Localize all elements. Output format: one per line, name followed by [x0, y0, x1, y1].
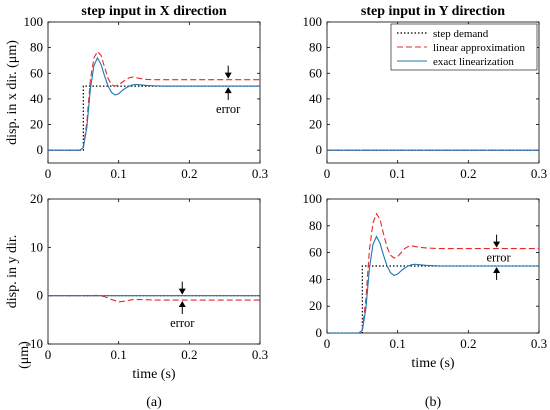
x-tick-label: 0.3	[531, 166, 547, 181]
x-tick-label: 0.1	[390, 336, 406, 351]
error-arrow-down-head	[224, 72, 232, 79]
panel-a-top: 0 0.1 0.2 0.3 0 20 40 60 80 100 step input in X di…	[5, 4, 268, 181]
y-tick-label: 100	[303, 14, 323, 29]
y-tick-label: 60	[30, 65, 43, 80]
x-tick-label: 0	[45, 347, 52, 362]
panel-b-bottom: 0 0.1 0.2 0.3 0 20 40 60 80 100 time (s) error	[303, 191, 548, 371]
y-tick-label: 20	[30, 191, 43, 206]
x-tick-label: 0	[324, 166, 331, 181]
plot-area-a-bottom	[47, 198, 261, 345]
legend-entry: exact linearization	[433, 56, 514, 68]
error-annotation: error	[170, 281, 195, 330]
series-line-exact-linearization	[48, 56, 260, 151]
x-tick-label: 0.1	[111, 347, 127, 362]
x-tick-label: 0.3	[531, 336, 547, 351]
x-tick-label: 0.2	[181, 166, 197, 181]
x-tick-label: 0.3	[252, 166, 268, 181]
legend-entry: linear approximation	[433, 42, 525, 54]
series-line-linear-approximation	[327, 212, 539, 333]
y-tick-label: 40	[309, 271, 322, 286]
subfigure-label-b: (b)	[425, 395, 442, 410]
chart-title: step input in X direction	[81, 4, 226, 19]
error-arrow-up-head	[493, 267, 501, 273]
error-annotation: error	[486, 234, 512, 280]
y-tick-label: 0	[316, 325, 323, 340]
y-tick-label: 60	[309, 65, 322, 80]
y-tick-label: 20	[30, 117, 43, 132]
y-tick-label: 0	[37, 142, 44, 157]
y-tick-label: 40	[30, 91, 43, 106]
error-arrow-down-head	[178, 288, 186, 295]
panel-b-top: 0 0.1 0.2 0.3 0 20 40 60 80 100 step input in Y di…	[303, 4, 548, 181]
legend: step demand linear approximation exact lin…	[390, 23, 538, 71]
y-tick-label: 100	[24, 14, 44, 29]
error-label: error	[486, 250, 511, 264]
error-label: error	[216, 102, 241, 116]
x-tick-label: 0.3	[252, 347, 268, 362]
series-line-linear-approximation	[48, 50, 260, 151]
x-tick-label: 0.2	[460, 336, 476, 351]
y-tick-label: 0	[37, 288, 44, 303]
x-tick-label: 0	[45, 166, 52, 181]
x-axis-label: time (s)	[132, 367, 175, 382]
y-tick-label: 60	[309, 245, 322, 260]
y-axis-label: disp. in y dir.	[5, 235, 20, 309]
error-label: error	[170, 316, 195, 330]
y-tick-label: 40	[309, 91, 322, 106]
series-group	[48, 50, 260, 151]
y-tick-label: 80	[309, 218, 322, 233]
error-arrow-up-head	[224, 87, 232, 94]
series-group	[327, 212, 539, 333]
x-tick-label: 0	[324, 336, 331, 351]
shared-ylabel-unit: (μm)	[17, 341, 32, 369]
x-tick-label: 0.1	[390, 166, 406, 181]
y-tick-label: -10	[26, 336, 43, 351]
subfigure-label-a: (a)	[146, 395, 162, 410]
y-tick-label: 10	[30, 239, 43, 254]
y-tick-label: 20	[309, 117, 322, 132]
legend-entry: step demand	[433, 28, 489, 40]
x-tick-label: 0.2	[181, 347, 197, 362]
y-tick-label: 20	[309, 298, 322, 313]
error-arrow-up-head	[178, 301, 186, 308]
y-axis-label: disp. in x dir. (μm)	[5, 40, 20, 145]
error-annotation: error	[216, 65, 241, 116]
y-tick-label: 80	[30, 40, 43, 55]
y-tick-label: 0	[316, 142, 323, 157]
y-tick-label: 100	[303, 191, 323, 206]
x-tick-label: 0.2	[460, 166, 476, 181]
series-line-exact-linearization	[327, 235, 539, 333]
error-arrow-down-head	[493, 241, 501, 248]
x-tick-label: 0.1	[111, 166, 127, 181]
x-axis-label: time (s)	[411, 356, 454, 371]
y-tick-label: 80	[309, 40, 322, 55]
chart-title: step input in Y direction	[361, 4, 505, 19]
series-group	[48, 294, 260, 303]
